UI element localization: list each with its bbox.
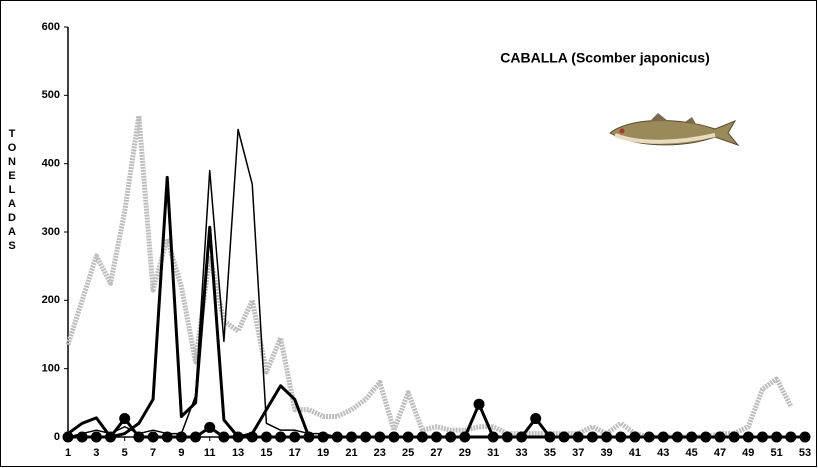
point <box>218 431 230 443</box>
x-tick-label: 13 <box>232 447 244 459</box>
point <box>119 413 131 425</box>
x-tick-label: 11 <box>204 447 216 459</box>
point <box>558 431 570 443</box>
x-tick-label: 3 <box>93 447 99 459</box>
point <box>76 431 88 443</box>
point <box>615 431 627 443</box>
point <box>360 431 372 443</box>
point <box>756 431 768 443</box>
point <box>232 431 244 443</box>
x-tick-label: 35 <box>544 447 556 459</box>
x-tick-label: 29 <box>459 447 471 459</box>
point <box>62 431 74 443</box>
point <box>331 431 343 443</box>
point <box>572 431 584 443</box>
point <box>431 431 442 443</box>
point <box>133 431 145 443</box>
point <box>459 431 471 443</box>
x-tick-label: 39 <box>600 447 612 459</box>
x-tick-label: 45 <box>685 447 697 459</box>
point <box>105 431 117 443</box>
point <box>686 431 698 443</box>
point <box>147 431 159 443</box>
x-tick-label: 15 <box>260 447 272 459</box>
y-tick-label: 100 <box>42 363 60 375</box>
x-tick-label: 9 <box>178 447 184 459</box>
point <box>771 431 783 443</box>
point <box>501 431 513 443</box>
point <box>246 431 258 443</box>
point <box>629 431 641 443</box>
x-tick-label: 23 <box>374 447 386 459</box>
point <box>161 431 173 443</box>
point <box>289 431 301 443</box>
y-tick-label: 500 <box>42 89 60 101</box>
point <box>402 431 414 443</box>
point <box>90 431 102 443</box>
point <box>204 421 216 433</box>
point <box>544 431 556 443</box>
y-tick-label: 600 <box>42 21 60 33</box>
x-tick-label: 7 <box>150 447 156 459</box>
point <box>657 431 669 443</box>
point <box>487 431 499 443</box>
point <box>374 431 386 443</box>
point <box>643 431 655 443</box>
point <box>416 431 428 443</box>
x-tick-label: 51 <box>771 447 783 459</box>
point <box>785 431 797 443</box>
point <box>742 431 754 443</box>
point <box>728 431 740 443</box>
x-tick-label: 53 <box>799 447 811 459</box>
y-tick-label: 0 <box>54 431 60 443</box>
point <box>317 431 329 443</box>
x-tick-label: 49 <box>742 447 754 459</box>
x-tick-label: 27 <box>430 447 442 459</box>
point <box>530 413 542 425</box>
x-tick-label: 47 <box>714 447 726 459</box>
x-tick-label: 5 <box>122 447 128 459</box>
x-tick-label: 43 <box>657 447 669 459</box>
point <box>345 431 357 443</box>
point <box>473 398 485 410</box>
series-line <box>67 175 805 439</box>
y-tick-label: 300 <box>42 226 60 238</box>
point <box>714 431 726 443</box>
point <box>445 431 457 443</box>
series-line <box>65 113 794 440</box>
fish-icon <box>609 113 740 147</box>
x-tick-label: 31 <box>487 447 499 459</box>
point <box>700 431 712 443</box>
point <box>601 431 613 443</box>
point <box>190 431 202 443</box>
x-tick-label: 19 <box>317 447 329 459</box>
point <box>260 431 272 443</box>
point <box>175 431 187 443</box>
x-tick-label: 25 <box>402 447 414 459</box>
x-tick-label: 37 <box>572 447 584 459</box>
point <box>303 431 315 443</box>
point <box>671 431 683 443</box>
x-tick-label: 1 <box>65 447 71 459</box>
point <box>799 431 811 443</box>
point <box>275 431 287 443</box>
x-tick-label: 21 <box>345 447 357 459</box>
x-tick-label: 33 <box>515 447 527 459</box>
y-tick-label: 400 <box>42 158 60 170</box>
y-axis-label: TONELADAS <box>6 128 18 254</box>
x-tick-label: 17 <box>289 447 301 459</box>
y-tick-label: 200 <box>42 294 60 306</box>
point <box>388 431 400 443</box>
chart-title: CABALLA (Scomber japonicus) <box>500 50 710 66</box>
point <box>516 431 528 443</box>
point <box>586 431 598 443</box>
x-tick-label: 41 <box>629 447 641 459</box>
